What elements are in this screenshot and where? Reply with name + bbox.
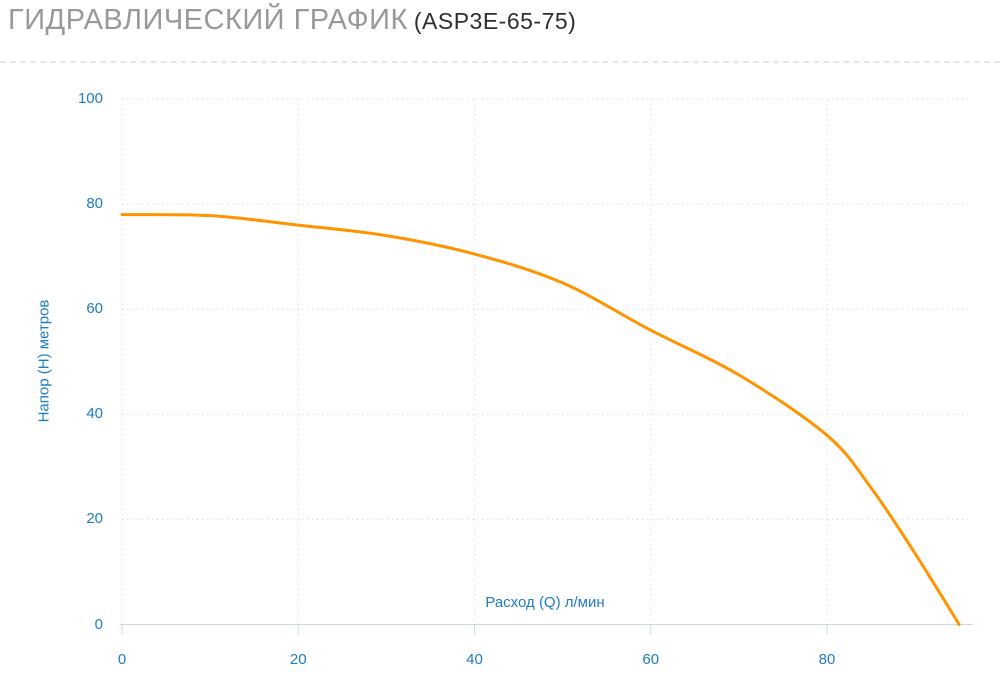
- y-tick-label: 80: [86, 195, 103, 213]
- y-tick-label: 0: [94, 615, 103, 633]
- y-tick-label: 100: [77, 90, 103, 107]
- y-tick-label: 40: [86, 405, 103, 423]
- title-divider: [0, 61, 1000, 63]
- chart-plot-area: [119, 98, 973, 635]
- pump-curve: [120, 213, 961, 626]
- y-tick-label: 60: [86, 300, 103, 318]
- x-tick-label: 80: [818, 650, 836, 668]
- page-title: ГИДРАВЛИЧЕСКИЙ ГРАФИК (ASP3E-65-75): [8, 4, 576, 37]
- y-axis-title: Напор (H) метров: [35, 299, 53, 423]
- page-title-model: (ASP3E-65-75): [413, 8, 577, 34]
- hydraulic-chart: Напор (H) метров Расход (Q) л/мин 0 20 40 6…: [0, 70, 1000, 693]
- page-title-main: ГИДРАВЛИЧЕСКИЙ ГРАФИК: [8, 4, 408, 36]
- x-axis-title: Расход (Q) л/мин: [485, 594, 605, 611]
- y-tick-label: 20: [86, 510, 103, 528]
- x-tick-label: 40: [466, 650, 483, 668]
- x-tick-label: 60: [642, 650, 660, 668]
- x-tick-label: 20: [289, 650, 307, 668]
- x-tick-label: 0: [117, 650, 127, 668]
